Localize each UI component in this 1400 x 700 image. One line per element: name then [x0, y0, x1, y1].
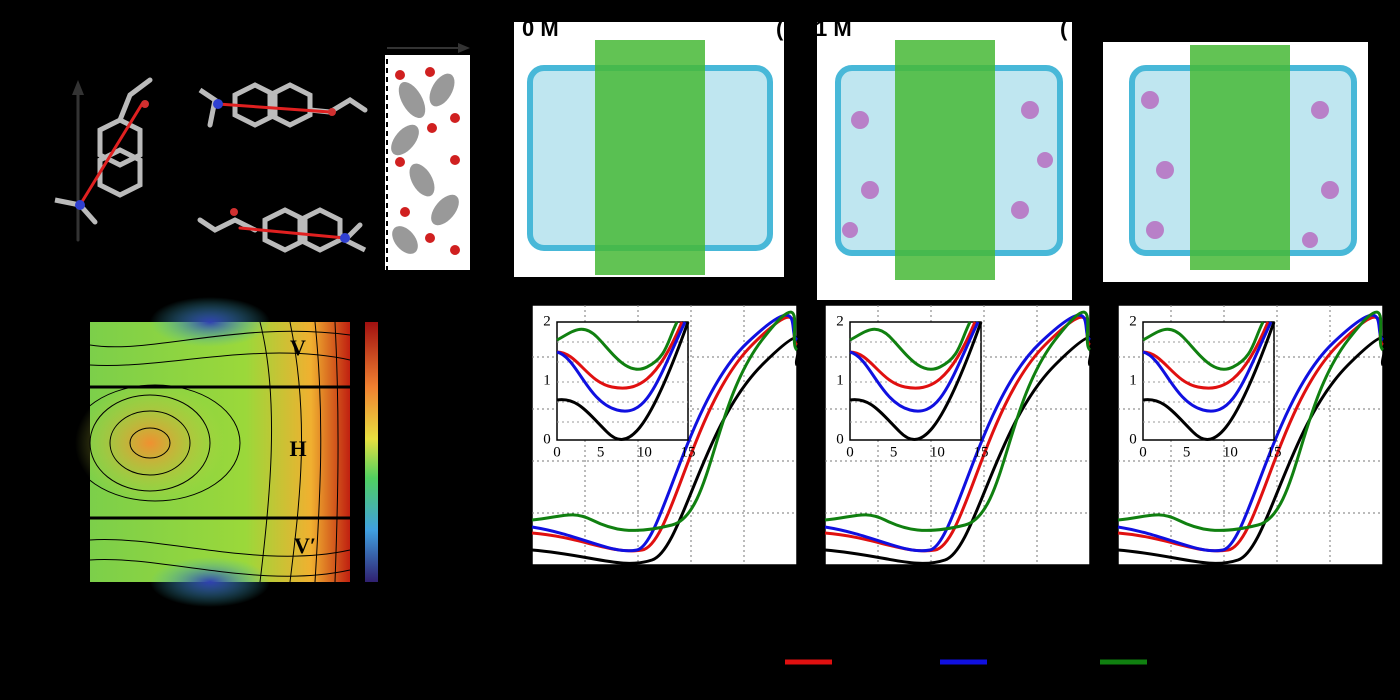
y-tick-label: 0 — [836, 431, 844, 447]
curve — [556, 321, 687, 413]
membrane-sketch — [385, 43, 470, 270]
y-tick-label: 1 — [543, 372, 551, 388]
x-tick-label: 5 — [890, 444, 898, 460]
curve — [1142, 321, 1270, 390]
panel-label: 1 M — [815, 16, 852, 41]
y-tick-label: 2 — [836, 313, 844, 329]
x-tick-label: 10 — [930, 444, 945, 460]
y-tick-label: 2 — [1129, 313, 1137, 329]
curve — [849, 321, 983, 441]
x-tick-label: 0 — [846, 444, 854, 460]
x-tick-label: 15 — [1267, 444, 1282, 460]
curve — [531, 335, 802, 565]
snapshots: 0 M ( 1 M ( — [514, 16, 1368, 300]
x-tick-label: 5 — [597, 444, 605, 460]
region-label: H — [289, 436, 306, 461]
curve — [556, 321, 690, 441]
curve — [1142, 321, 1273, 413]
curve — [1117, 313, 1385, 553]
curve — [849, 321, 980, 413]
curve — [824, 310, 1092, 532]
region-label: V — [290, 335, 306, 360]
curve — [556, 321, 679, 371]
panel-label: 0 M — [522, 16, 559, 41]
curve — [1117, 335, 1388, 565]
curve — [849, 321, 977, 390]
x-tick-label: 10 — [637, 444, 652, 460]
y-tick-label: 1 — [836, 372, 844, 388]
panel-label: ( — [776, 16, 784, 41]
x-tick-label: 15 — [681, 444, 696, 460]
contour-map: V H V′ — [69, 297, 378, 607]
molecule-sketch — [54, 77, 368, 253]
curve — [1117, 310, 1385, 532]
y-tick-label: 2 — [543, 313, 551, 329]
panel-label: ( — [1060, 16, 1068, 41]
y-tick-label: 0 — [543, 431, 551, 447]
x-tick-label: 0 — [1139, 444, 1147, 460]
x-tick-label: 10 — [1223, 444, 1238, 460]
y-tick-label: 0 — [1129, 431, 1137, 447]
x-tick-label: 15 — [974, 444, 989, 460]
x-tick-label: 5 — [1183, 444, 1191, 460]
curve — [1142, 321, 1265, 371]
x-tick-label: 0 — [553, 444, 561, 460]
region-label: V′ — [294, 533, 316, 558]
curve — [556, 321, 684, 390]
curve — [531, 313, 799, 553]
curve — [824, 313, 1092, 553]
curve — [531, 310, 799, 532]
curve — [849, 321, 972, 371]
curve — [824, 335, 1095, 565]
y-tick-label: 1 — [1129, 372, 1137, 388]
curve — [1142, 321, 1276, 441]
